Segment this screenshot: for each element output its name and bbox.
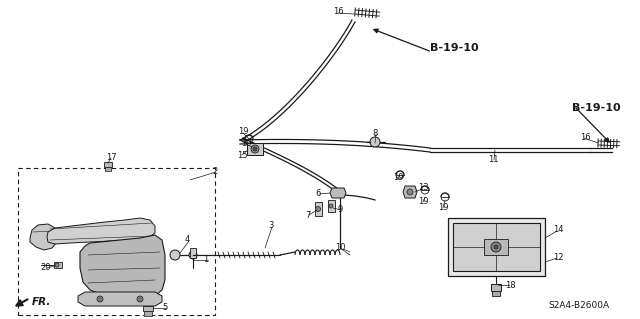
Text: 10: 10 [335, 243, 346, 253]
Circle shape [370, 137, 380, 147]
Circle shape [55, 263, 59, 267]
Text: 19: 19 [438, 204, 449, 212]
Polygon shape [80, 235, 165, 298]
Text: 11: 11 [488, 155, 499, 165]
Circle shape [491, 242, 501, 252]
Bar [190, 248, 196, 258]
Text: 19: 19 [418, 197, 429, 206]
Text: B-19-10: B-19-10 [430, 43, 479, 53]
Bar [491, 284, 501, 291]
Text: FR.: FR. [32, 297, 51, 307]
Text: 1: 1 [203, 256, 208, 264]
Polygon shape [330, 188, 346, 198]
Text: 6: 6 [315, 189, 321, 197]
Text: 3: 3 [268, 220, 273, 229]
Polygon shape [47, 218, 155, 244]
Text: 19: 19 [241, 138, 252, 147]
Ellipse shape [105, 263, 115, 277]
Bar [18, 168, 215, 315]
Text: 12: 12 [553, 254, 563, 263]
Text: 9: 9 [337, 205, 342, 214]
Text: 7: 7 [305, 211, 310, 219]
Text: 16: 16 [580, 132, 591, 142]
Text: 18: 18 [505, 280, 516, 290]
Text: S2A4-B2600A: S2A4-B2600A [548, 301, 609, 310]
Circle shape [251, 145, 259, 153]
Circle shape [253, 147, 257, 151]
Polygon shape [78, 292, 162, 306]
Circle shape [494, 245, 498, 249]
Bar [448, 218, 545, 276]
Bar [247, 143, 263, 155]
Text: 19: 19 [238, 128, 248, 137]
Ellipse shape [136, 264, 144, 276]
Bar [54, 262, 62, 268]
Bar [315, 202, 322, 216]
Text: 4: 4 [185, 235, 190, 244]
Polygon shape [403, 186, 417, 198]
Text: 20: 20 [40, 263, 51, 272]
Text: B-19-10: B-19-10 [572, 103, 621, 113]
Circle shape [407, 189, 413, 195]
Polygon shape [30, 224, 58, 250]
Bar [492, 291, 500, 296]
Text: 16: 16 [333, 8, 344, 17]
Bar [144, 311, 152, 316]
Text: 15: 15 [237, 151, 248, 160]
Circle shape [170, 250, 180, 260]
Text: 14: 14 [553, 226, 563, 234]
Circle shape [329, 204, 333, 208]
Circle shape [189, 251, 197, 259]
Text: 2: 2 [212, 167, 217, 176]
Bar [104, 162, 112, 167]
Bar [453, 223, 540, 271]
Text: 13: 13 [418, 183, 429, 192]
Bar [105, 167, 111, 171]
Text: 8: 8 [372, 129, 378, 137]
Circle shape [97, 296, 103, 302]
Text: 19: 19 [393, 174, 403, 182]
Bar [143, 306, 153, 311]
Text: 17: 17 [106, 153, 116, 162]
Text: 5: 5 [162, 303, 167, 313]
Circle shape [137, 296, 143, 302]
Bar [484, 239, 508, 255]
Bar [328, 200, 335, 212]
Circle shape [316, 206, 321, 211]
